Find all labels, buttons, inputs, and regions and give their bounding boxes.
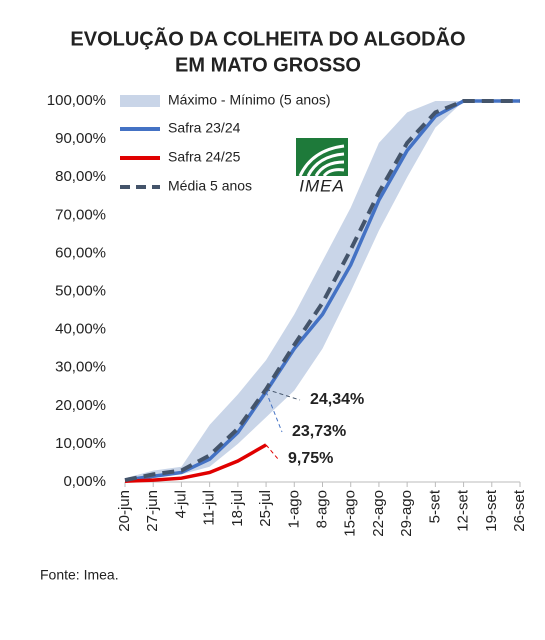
logo-stripes — [298, 144, 345, 177]
legend-label: Safra 24/25 — [168, 149, 241, 165]
legend-swatch — [120, 95, 160, 107]
data-label: 24,34% — [310, 391, 364, 408]
x-tick-label: 5-set — [426, 489, 443, 523]
x-tick-label: 15-ago — [342, 490, 359, 537]
x-tick-label: 19-set — [483, 489, 500, 532]
legend-label: Máximo - Mínimo (5 anos) — [168, 92, 331, 108]
y-tick-label: 0,00% — [63, 473, 106, 490]
y-tick-label: 100,00% — [47, 92, 106, 109]
y-tick-label: 30,00% — [55, 359, 106, 376]
legend-label: Média 5 anos — [168, 178, 252, 194]
y-tick-label: 70,00% — [55, 206, 106, 223]
x-tick-label: 26-set — [511, 489, 528, 532]
x-tick-label: 11-jul — [201, 490, 218, 526]
y-tick-label: 90,00% — [55, 130, 106, 147]
logo: IMEA — [296, 138, 348, 195]
legend-label: Safra 23/24 — [168, 120, 241, 136]
range-band — [125, 101, 520, 482]
x-tick-label: 8-ago — [313, 490, 330, 528]
y-tick-label: 40,00% — [55, 321, 106, 338]
x-tick-label: 4-jul — [172, 490, 189, 518]
x-tick-label: 27-jun — [144, 490, 161, 532]
x-tick-label: 22-ago — [370, 490, 387, 537]
x-tick-label: 1-ago — [285, 490, 302, 528]
chart-title: EM MATO GROSSO — [175, 54, 361, 76]
y-tick-label: 60,00% — [55, 244, 106, 261]
y-tick-label: 50,00% — [55, 282, 106, 299]
series-line — [124, 443, 267, 483]
label-leader — [265, 388, 301, 401]
y-tick-label: 10,00% — [55, 435, 106, 452]
y-tick-label: 20,00% — [55, 397, 106, 414]
x-tick-label: 18-jul — [229, 490, 246, 527]
x-tick-label: 12-set — [455, 489, 472, 532]
y-tick-label: 80,00% — [55, 168, 106, 185]
x-tick-label: 29-ago — [398, 490, 415, 537]
series-line — [124, 99, 520, 483]
source: Fonte: Imea. — [40, 567, 119, 583]
data-label: 23,73% — [292, 423, 346, 440]
label-leader — [265, 391, 283, 433]
label-leader — [265, 444, 279, 460]
x-tick-label: 25-jul — [257, 490, 274, 527]
logo-text: IMEA — [299, 176, 345, 195]
chart-title: EVOLUÇÃO DA COLHEITA DO ALGODÃO — [70, 27, 465, 50]
x-tick-label: 20-jun — [116, 490, 133, 532]
data-label: 9,75% — [288, 450, 333, 467]
